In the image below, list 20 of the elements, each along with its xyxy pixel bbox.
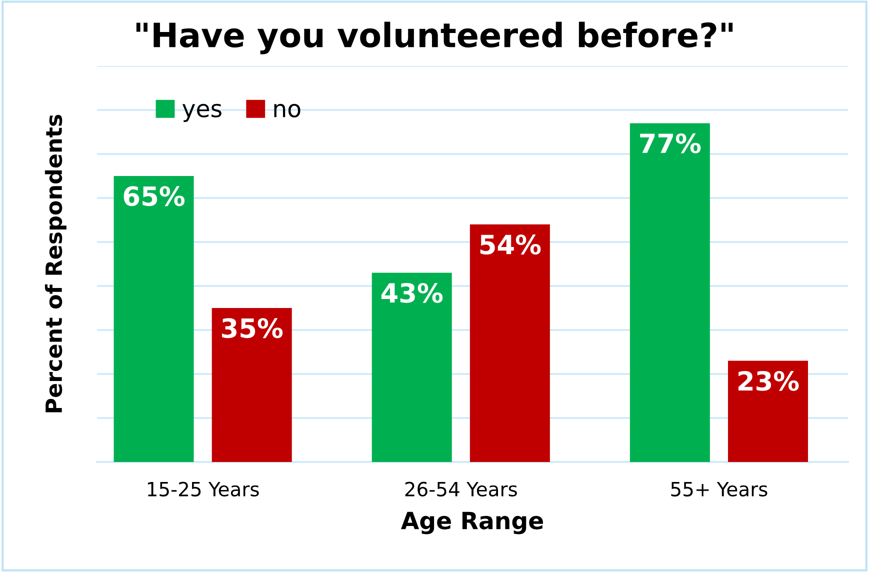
data-label: 43%	[381, 282, 443, 303]
data-label: 23%	[738, 370, 799, 391]
data-label: 54%	[480, 234, 541, 255]
data-label: 35%	[222, 318, 283, 338]
bar	[212, 308, 292, 462]
x-axis-title: Age Range	[400, 512, 543, 534]
data-label: 77%	[640, 133, 701, 154]
data-label: 65%	[124, 186, 185, 206]
chart-title: "Have you volunteered before?"	[136, 22, 733, 54]
x-tick-label: 15-25 Years	[148, 482, 259, 496]
bar	[630, 123, 710, 462]
legend-label: yes	[182, 104, 222, 122]
x-tick-label: 55+ Years	[671, 482, 768, 496]
legend-label: no	[274, 104, 300, 118]
y-axis-title: Percent of Respondents	[44, 114, 66, 412]
bar	[114, 176, 194, 462]
bar	[372, 272, 452, 462]
x-tick-label: 26-54 Years	[405, 482, 517, 496]
bar	[728, 360, 808, 462]
bar	[470, 224, 550, 462]
